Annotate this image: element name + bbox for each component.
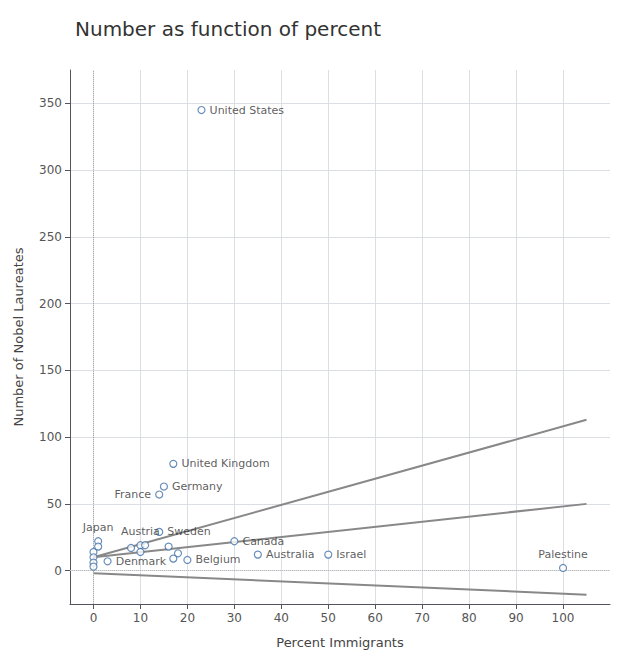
svg-text:40: 40 (274, 611, 289, 625)
svg-text:Austria: Austria (121, 525, 160, 538)
svg-text:0: 0 (54, 564, 62, 578)
svg-text:Israel: Israel (336, 548, 366, 561)
svg-text:90: 90 (508, 611, 523, 625)
svg-text:France: France (115, 488, 152, 501)
svg-text:150: 150 (39, 363, 62, 377)
svg-text:20: 20 (180, 611, 195, 625)
svg-text:Number as function of percent: Number as function of percent (75, 17, 381, 41)
svg-text:10: 10 (133, 611, 148, 625)
svg-text:Belgium: Belgium (195, 553, 240, 566)
svg-text:250: 250 (39, 230, 62, 244)
svg-text:60: 60 (368, 611, 383, 625)
svg-text:50: 50 (47, 497, 62, 511)
svg-text:Sweden: Sweden (167, 525, 210, 538)
svg-text:Canada: Canada (242, 535, 284, 548)
svg-text:0: 0 (90, 611, 98, 625)
svg-text:50: 50 (321, 611, 336, 625)
svg-text:100: 100 (552, 611, 575, 625)
svg-text:Japan: Japan (82, 521, 114, 534)
svg-text:Percent Immigrants: Percent Immigrants (276, 635, 404, 650)
svg-text:80: 80 (461, 611, 476, 625)
svg-text:Australia: Australia (266, 548, 315, 561)
svg-text:Denmark: Denmark (116, 555, 167, 568)
svg-text:200: 200 (39, 297, 62, 311)
svg-text:350: 350 (39, 96, 62, 110)
svg-text:30: 30 (227, 611, 242, 625)
svg-text:300: 300 (39, 163, 62, 177)
svg-text:Number of Nobel Laureates: Number of Nobel Laureates (11, 247, 26, 426)
svg-text:United Kingdom: United Kingdom (181, 457, 269, 470)
svg-text:Palestine: Palestine (538, 548, 588, 561)
svg-text:Germany: Germany (172, 480, 223, 493)
svg-text:100: 100 (39, 430, 62, 444)
svg-text:United States: United States (210, 104, 285, 117)
svg-text:70: 70 (415, 611, 430, 625)
